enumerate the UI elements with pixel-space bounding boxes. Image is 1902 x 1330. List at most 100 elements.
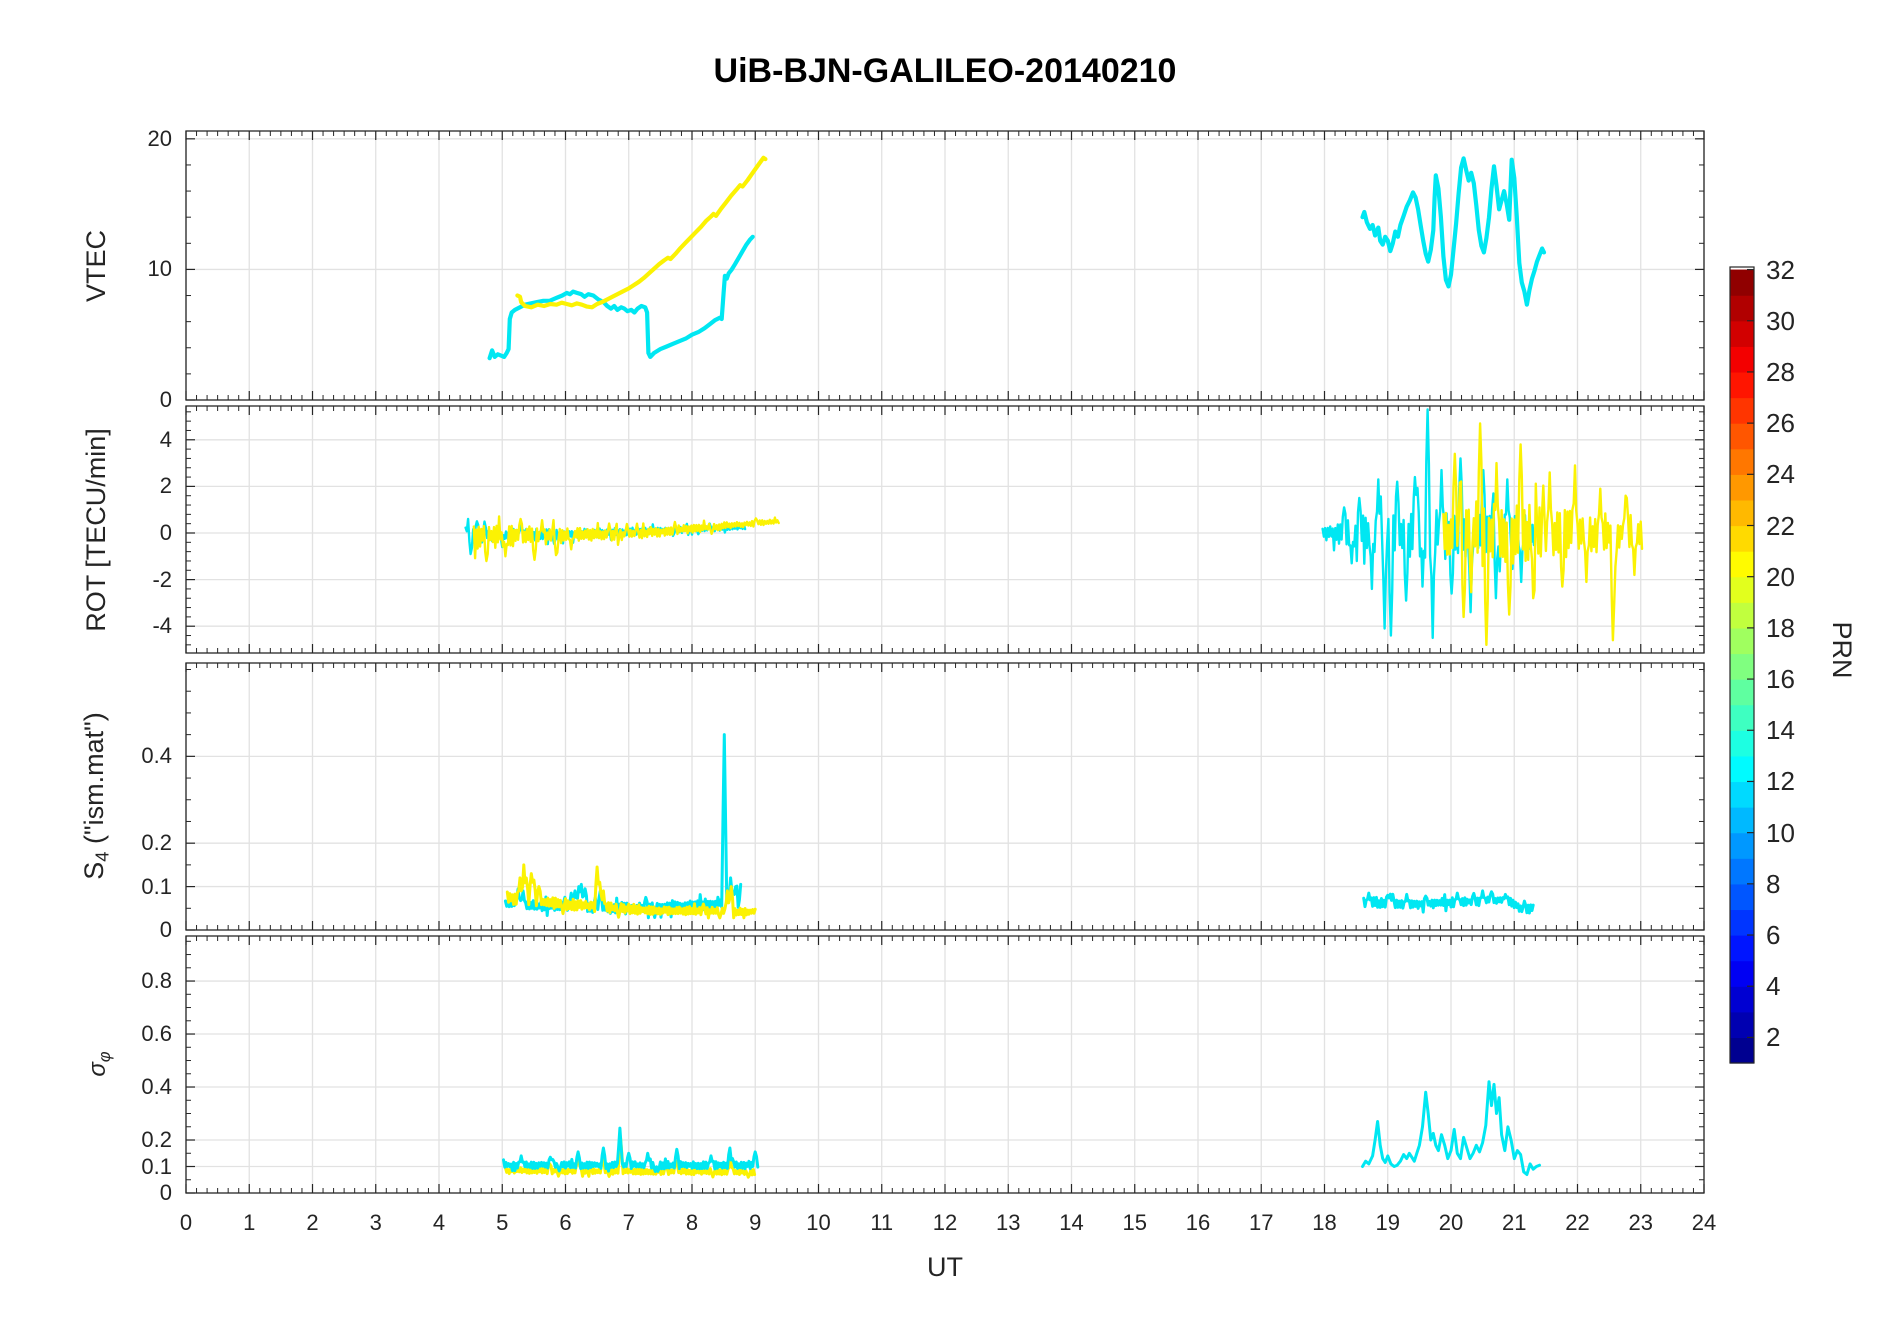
colorbar-block [1730, 576, 1754, 603]
colorbar-tick-label: 16 [1766, 664, 1795, 695]
y-tick-label-S4: 0.2 [141, 830, 172, 856]
colorbar-block [1730, 832, 1754, 859]
colorbar-block [1730, 602, 1754, 629]
x-tick-label: 20 [1438, 1210, 1464, 1235]
series-group-VTEC [487, 155, 1547, 361]
colorbar-block [1730, 525, 1754, 552]
colorbar-block [1730, 755, 1754, 783]
colorbar-tick-label: 28 [1766, 356, 1795, 387]
colorbar-block [1730, 935, 1754, 962]
series-prn-12-VTEC [1360, 156, 1547, 307]
colorbar-block [1730, 730, 1754, 757]
colorbar-block [1730, 883, 1754, 911]
colorbar-tick-label: 24 [1766, 459, 1795, 490]
colorbar-tick-label: 14 [1766, 715, 1795, 746]
colorbar-tick-label: 30 [1766, 305, 1795, 336]
y-tick-label-VTEC: 20 [147, 125, 172, 151]
x-tick-label: 17 [1249, 1210, 1274, 1235]
y-tick-label-VTEC: 0 [159, 387, 172, 412]
colorbar-block [1730, 960, 1754, 987]
colorbar-tick-label: 32 [1766, 254, 1795, 285]
x-tick-label: 8 [685, 1210, 699, 1235]
y-tick-label-ROT: 2 [159, 473, 172, 499]
colorbar-tick-label: 4 [1766, 971, 1781, 1002]
colorbar-block [1730, 627, 1754, 655]
x-tick-label: 1 [243, 1210, 256, 1235]
y-tick-label-S4: 0 [159, 917, 172, 942]
y-tick-label-S4: 0.4 [141, 743, 172, 769]
colorbar-tick-label: 10 [1766, 817, 1795, 848]
colorbar-block [1730, 499, 1754, 527]
x-tick-label: 3 [369, 1210, 382, 1235]
colorbar-block [1730, 371, 1754, 399]
colorbar-block [1730, 474, 1754, 501]
colorbar-tick-label: 2 [1766, 1022, 1781, 1053]
x-tick-label: 15 [1122, 1210, 1147, 1235]
series-group-S4 [503, 733, 1535, 920]
series-prn-20-ROT [472, 515, 780, 563]
x-tick-label: 22 [1565, 1210, 1590, 1235]
x-tick-label: 14 [1059, 1210, 1084, 1235]
y-tick-label-ROT: 4 [159, 426, 172, 452]
colorbar-tick-label: 20 [1766, 561, 1795, 592]
x-tick-label: 18 [1312, 1210, 1337, 1235]
x-tick-label: 4 [432, 1210, 446, 1235]
colorbar-block [1730, 551, 1754, 578]
colorbar-block [1730, 448, 1754, 475]
series-prn-12-S4 [1362, 889, 1535, 915]
y-tick-label-sigma_phi: 0.2 [141, 1127, 172, 1152]
y-tick-label-ROT: -2 [152, 566, 172, 592]
x-tick-label: 2 [306, 1210, 319, 1235]
series-prn-20-S4 [505, 863, 757, 920]
y-tick-label-ROT: -4 [152, 613, 172, 639]
series-prn-12-ROT [1321, 408, 1536, 640]
colorbar-block [1730, 807, 1754, 834]
colorbar-tick-label: 26 [1766, 408, 1795, 439]
x-tick-label: 16 [1185, 1210, 1211, 1235]
colorbar-block [1730, 781, 1754, 808]
y-tick-label-VTEC: 10 [147, 256, 172, 282]
colorbar-tick-label: 12 [1766, 766, 1795, 797]
y-tick-label-sigma_phi: 0.8 [141, 968, 172, 994]
colorbar-outline [1729, 266, 1755, 1064]
series-prn-12-sigma_phi [502, 1126, 760, 1173]
x-tick-label: 23 [1628, 1210, 1653, 1235]
x-tick-label: 13 [996, 1210, 1021, 1235]
colorbar-tick-label: 8 [1766, 868, 1781, 899]
colorbar-block [1730, 269, 1754, 296]
x-tick-label: 12 [932, 1210, 958, 1235]
colorbar-tick-label: 18 [1766, 612, 1795, 643]
x-tick-label: 5 [496, 1210, 509, 1235]
colorbar-block [1730, 679, 1754, 706]
x-tick-label: 6 [559, 1210, 572, 1235]
x-tick-label: 19 [1375, 1210, 1400, 1235]
x-tick-label: 21 [1502, 1210, 1527, 1235]
y-tick-label-ROT: 0 [159, 519, 172, 545]
x-axis-label: UT [927, 1252, 963, 1282]
x-tick-label: 24 [1691, 1210, 1717, 1235]
x-tick-label: 10 [806, 1210, 831, 1235]
y-tick-label-sigma_phi: 0.6 [141, 1021, 172, 1047]
colorbar-block [1730, 295, 1754, 322]
colorbar-tick-label: 22 [1766, 510, 1795, 541]
figure-title: UiB-BJN-GALILEO-20140210 [713, 52, 1177, 90]
colorbar-label: PRN [1827, 621, 1857, 679]
colorbar-block [1730, 423, 1754, 450]
x-tick-label: 9 [749, 1210, 762, 1235]
y-tick-label-sigma_phi: 0.1 [141, 1153, 172, 1179]
y-tick-label-S4: 0.1 [141, 873, 172, 899]
colorbar-block [1730, 986, 1754, 1013]
y-tick-label-sigma_phi: 0.4 [141, 1074, 172, 1100]
colorbar-block [1730, 397, 1754, 424]
colorbar-block [1730, 858, 1754, 885]
colorbar-block [1730, 704, 1754, 731]
colorbar-tick-label: 6 [1766, 920, 1781, 951]
series-prn-20-ROT [1442, 422, 1644, 646]
series-group-ROT [464, 408, 1644, 646]
colorbar-block [1730, 346, 1754, 373]
series-prn-12-sigma_phi [1361, 1080, 1541, 1176]
sigma-label-sub: φ [95, 1051, 114, 1063]
colorbar-block [1730, 909, 1754, 936]
